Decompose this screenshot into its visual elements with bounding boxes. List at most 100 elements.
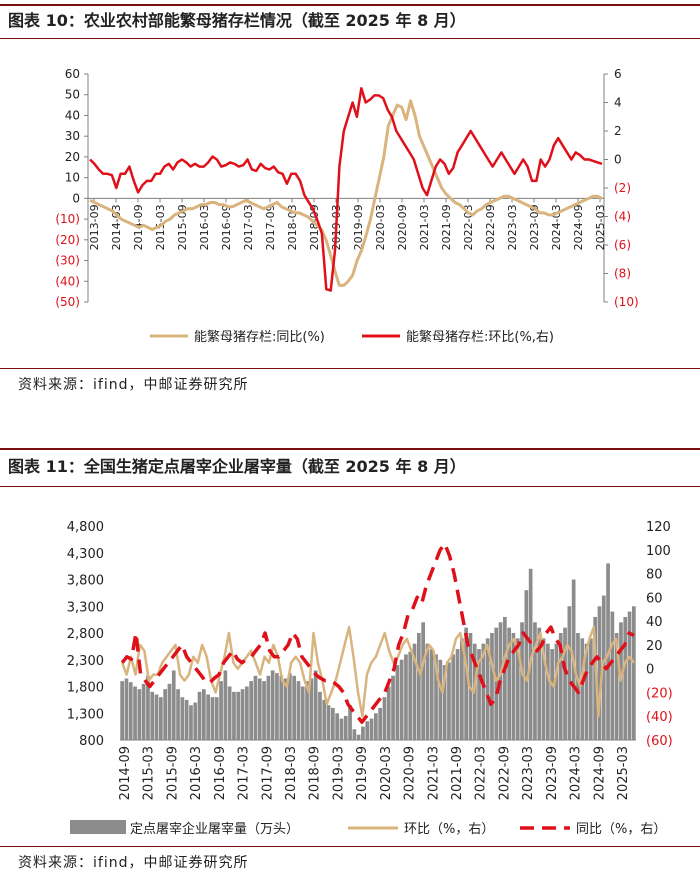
slaughter-bar <box>447 662 451 740</box>
slaughter-bar <box>550 649 554 740</box>
slaughter-bar <box>477 649 481 740</box>
slaughter-bar <box>455 649 460 740</box>
y-left-tick-label: 800 <box>79 734 104 749</box>
y-left-tick-label: 40 <box>65 108 80 122</box>
slaughter-bar <box>305 681 309 740</box>
slaughter-bar <box>348 705 352 740</box>
x-tick-label: 2020-03 <box>374 204 387 250</box>
x-tick-label: 2022-09 <box>497 746 512 800</box>
slaughter-bar <box>438 659 443 740</box>
y-right-tick-label: 2 <box>614 124 622 138</box>
y-right-tick-label: 60 <box>646 591 663 606</box>
x-tick-label: 2014-09 <box>118 746 133 800</box>
y-right-tick-label: 0 <box>614 153 622 167</box>
slaughter-bar <box>494 627 499 740</box>
slaughter-bar <box>154 694 159 740</box>
y-right-tick-label: 6 <box>614 67 622 81</box>
y-right-tick-label: 40 <box>646 615 663 630</box>
y-right-tick-label: (8) <box>614 267 631 281</box>
slaughter-bar <box>490 633 494 740</box>
legend-bar-label: 定点屠宰企业屠宰量（万头） <box>130 821 299 837</box>
fig2-source: 资料来源：ifind，中邮证券研究所 <box>18 855 249 871</box>
x-tick-label: 2020-09 <box>403 746 418 800</box>
slaughter-bar <box>524 590 529 740</box>
x-tick-label: 2023-03 <box>506 204 519 250</box>
x-tick-label: 2022-09 <box>484 204 497 250</box>
y-left-tick-label: 2,300 <box>67 654 104 669</box>
slaughter-bar <box>339 718 344 740</box>
slaughter-bar <box>507 627 511 740</box>
x-tick-label: 2021-09 <box>440 204 453 250</box>
y-left-tick-label: (10) <box>55 212 80 226</box>
slaughter-bar <box>417 633 421 740</box>
slaughter-bar <box>460 638 464 740</box>
slaughter-bar <box>580 638 585 740</box>
slaughter-bar <box>322 699 327 740</box>
slaughter-bar <box>576 633 580 740</box>
x-tick-label: 2024-09 <box>592 746 607 800</box>
y-right-tick-label: 20 <box>646 639 663 654</box>
slaughter-bar <box>537 627 542 740</box>
slaughter-bar <box>343 715 348 740</box>
slaughter-bar <box>223 670 228 740</box>
series-mom-line <box>121 625 635 718</box>
slaughter-bar <box>528 568 533 740</box>
y-left-tick-label: 50 <box>65 88 80 102</box>
slaughter-bar <box>227 686 232 740</box>
y-right-tick-label: 0 <box>646 663 654 678</box>
slaughter-bar <box>412 643 417 740</box>
fig1-top-rule <box>0 4 700 6</box>
x-tick-label: 2017-09 <box>264 204 277 250</box>
legend-mom-label: 环比（%，右） <box>404 822 494 837</box>
legend-yoy-label: 能繁母猪存栏:同比(%) <box>194 329 325 345</box>
slaughter-bar <box>245 686 249 740</box>
slaughter-bar <box>554 643 559 740</box>
x-tick-label: 2015-03 <box>142 746 157 800</box>
slaughter-bar <box>520 622 524 740</box>
x-tick-label: 2022-03 <box>474 746 489 800</box>
slaughter-bar <box>309 678 314 740</box>
slaughter-bar <box>232 691 236 740</box>
slaughter-bar <box>533 622 537 740</box>
x-tick-label: 2015-09 <box>165 746 180 800</box>
x-tick-label: 2017-09 <box>260 746 275 800</box>
slaughter-bar <box>197 691 202 740</box>
y-right-tick-label: 4 <box>614 96 622 110</box>
slaughter-bar <box>171 670 176 740</box>
x-tick-label: 2019-03 <box>331 746 346 800</box>
legend-mom-label: 能繁母猪存栏:环比(%,右) <box>406 329 554 345</box>
fig1-title: 图表 10：农业农村部能繁母猪存栏情况（截至 2025 年 8 月） <box>8 11 466 30</box>
y-right-tick-label: (6) <box>614 238 631 252</box>
slaughter-bar <box>288 673 292 740</box>
slaughter-bar <box>313 670 318 740</box>
slaughter-bar <box>210 697 215 740</box>
series-mom-line <box>89 87 603 292</box>
x-tick-label: 2020-09 <box>396 204 409 250</box>
slaughter-bar <box>395 665 400 740</box>
slaughter-bar <box>253 675 258 740</box>
slaughter-bar <box>150 691 155 740</box>
slaughter-bar <box>266 675 271 740</box>
slaughter-bar <box>511 633 516 740</box>
x-tick-label: 2021-09 <box>450 746 465 800</box>
y-right-tick-label: (20) <box>646 686 673 701</box>
slaughter-bar <box>451 654 456 740</box>
slaughter-bar <box>275 673 279 740</box>
y-left-tick-label: 4,800 <box>67 520 104 535</box>
fig1-source: 资料来源：ifind，中邮证券研究所 <box>18 377 249 393</box>
slaughter-bar <box>567 606 572 740</box>
slaughter-bar <box>141 683 146 740</box>
y-left-tick-label: 10 <box>65 171 80 185</box>
slaughter-bar <box>137 689 142 740</box>
slaughter-bar <box>503 616 507 740</box>
slaughter-bar <box>184 699 189 740</box>
slaughter-bar <box>442 665 447 740</box>
slaughter-bar <box>124 678 129 740</box>
slaughter-bar <box>352 729 357 740</box>
slaughter-bar <box>120 681 124 740</box>
x-tick-label: 2019-09 <box>352 204 365 250</box>
x-tick-label: 2018-09 <box>308 746 323 800</box>
slaughter-bar <box>485 638 490 740</box>
series-yoy-line <box>89 99 603 287</box>
x-tick-label: 2016-09 <box>213 746 228 800</box>
